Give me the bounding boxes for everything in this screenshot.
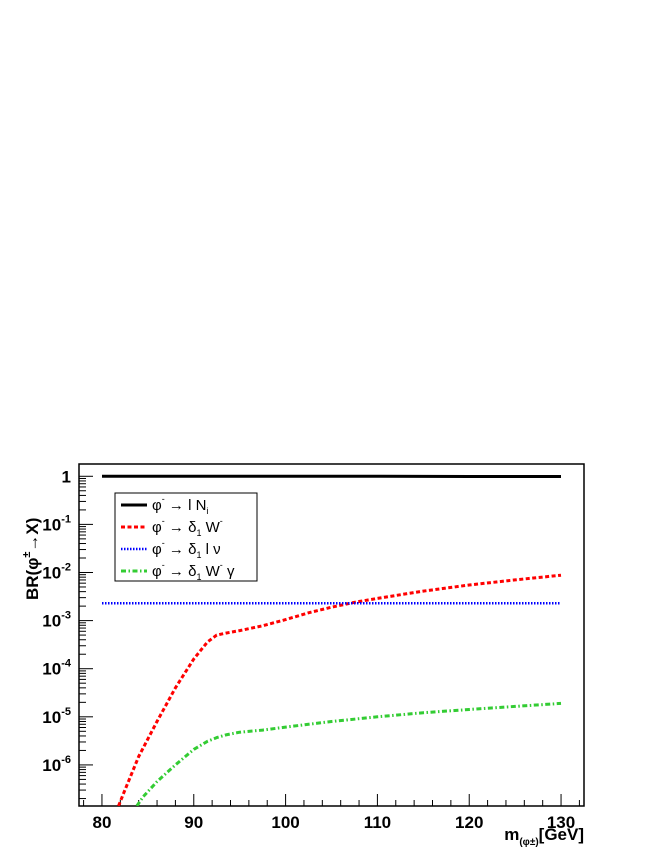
legend: φ- → l Niφ- → δ1 W-φ- → δ1 l νφ- → δ1 W-… bbox=[114, 492, 258, 582]
series-line-d1W bbox=[117, 573, 562, 806]
y-axis-title: BR(φ±→X) bbox=[21, 518, 42, 600]
y-axis: 1 10-1 10-2 10-3 10-4 10-5 10-6 bbox=[42, 467, 93, 800]
legend-label-d1Wgamma: φ- → δ1 W- γ bbox=[152, 560, 235, 582]
series-line-d1Wgamma bbox=[135, 701, 562, 806]
y-tick-label: 10-1 bbox=[42, 513, 71, 534]
y-tick-label: 10-3 bbox=[42, 610, 71, 631]
x-tick-label: 100 bbox=[271, 813, 299, 832]
y-tick-label: 10-4 bbox=[42, 658, 72, 679]
x-tick-label: 130 bbox=[547, 813, 575, 832]
plot-area bbox=[102, 474, 562, 806]
legend-label-lN: φ- → l Ni bbox=[152, 494, 208, 516]
x-tick-label: 80 bbox=[92, 813, 111, 832]
y-tick-label: 1 bbox=[62, 467, 71, 486]
x-tick-label: 120 bbox=[455, 813, 483, 832]
legend-box bbox=[114, 492, 258, 582]
x-tick-label: 110 bbox=[364, 813, 391, 832]
y-tick-label: 10-2 bbox=[42, 561, 71, 582]
y-tick-label: 10-6 bbox=[42, 754, 71, 775]
legend-label-d1lnu: φ- → δ1 l ν bbox=[152, 538, 221, 560]
y-tick-label: 10-5 bbox=[42, 706, 71, 727]
x-axis: 80 90 100 110 120 130 bbox=[83, 794, 580, 832]
x-axis-title: m(φ±)[GeV] bbox=[504, 825, 584, 848]
x-tick-label: 90 bbox=[184, 813, 203, 832]
legend-label-d1W: φ- → δ1 W- bbox=[152, 516, 223, 538]
